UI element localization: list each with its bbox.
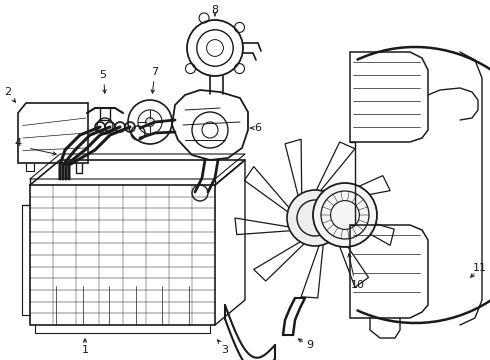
Circle shape bbox=[287, 190, 343, 246]
Text: 10: 10 bbox=[351, 280, 365, 290]
Text: 9: 9 bbox=[306, 340, 314, 350]
Circle shape bbox=[146, 118, 154, 126]
Text: 4: 4 bbox=[14, 138, 22, 148]
Text: 3: 3 bbox=[221, 345, 228, 355]
Text: 8: 8 bbox=[212, 5, 219, 15]
Text: 1: 1 bbox=[81, 345, 89, 355]
Text: 5: 5 bbox=[99, 70, 106, 80]
Circle shape bbox=[313, 183, 377, 247]
Text: 11: 11 bbox=[473, 263, 487, 273]
Text: 2: 2 bbox=[4, 87, 12, 97]
Text: 7: 7 bbox=[151, 67, 159, 77]
Text: 6: 6 bbox=[254, 123, 262, 133]
